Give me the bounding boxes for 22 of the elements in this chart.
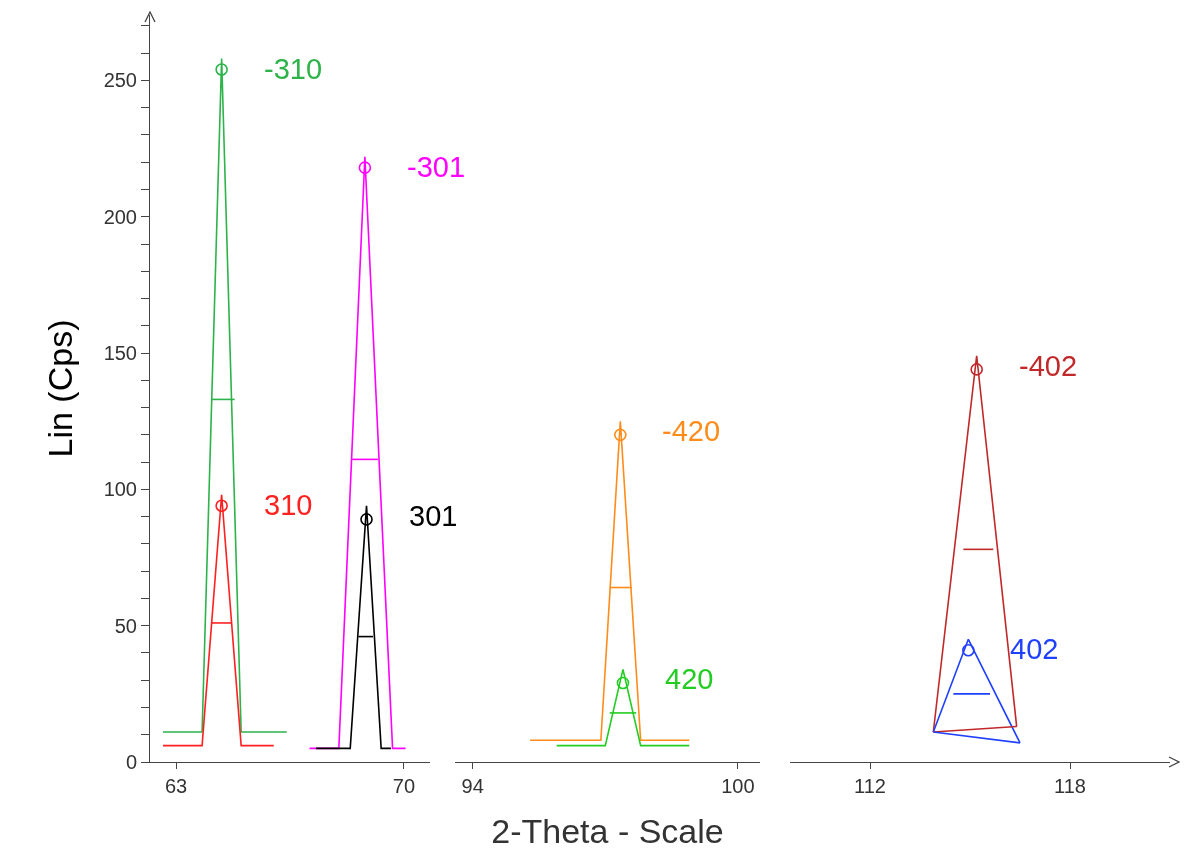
y-axis-title: Lin (Cps) <box>41 319 80 458</box>
series-label: -420 <box>662 415 721 447</box>
series-label: -301 <box>407 151 466 183</box>
x-tick-label: 112 <box>854 775 886 797</box>
y-tick-label: 0 <box>125 751 137 773</box>
x-tick-label: 94 <box>461 775 484 797</box>
y-tick-label: 100 <box>103 478 137 501</box>
series-label: -310 <box>264 53 323 85</box>
x-tick-label: 70 <box>392 775 416 797</box>
y-tick-label: 150 <box>103 342 137 365</box>
y-tick-label: 250 <box>103 69 137 92</box>
series-label: 301 <box>409 500 458 532</box>
series-label: 420 <box>665 663 714 695</box>
x-axis-title: 2-Theta - Scale <box>491 812 724 850</box>
series-label: 310 <box>264 489 313 521</box>
series-label: 402 <box>1010 633 1059 665</box>
y-tick-label: 200 <box>103 205 137 228</box>
series-label: -402 <box>1019 350 1078 382</box>
x-tick-label: 63 <box>164 775 188 797</box>
x-tick-label: 100 <box>721 775 755 797</box>
y-tick-label: 50 <box>114 614 137 637</box>
x-tick-label: 118 <box>1054 775 1086 797</box>
